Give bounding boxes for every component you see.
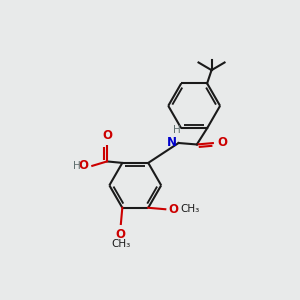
Text: H: H — [73, 161, 80, 171]
Text: CH₃: CH₃ — [180, 204, 199, 214]
Text: O: O — [169, 203, 179, 216]
Text: CH₃: CH₃ — [111, 239, 130, 249]
Text: O: O — [116, 227, 126, 241]
Text: H: H — [173, 125, 181, 135]
Text: O: O — [218, 136, 227, 149]
Text: O: O — [102, 129, 112, 142]
Text: O: O — [79, 159, 89, 172]
Text: N: N — [167, 136, 177, 149]
